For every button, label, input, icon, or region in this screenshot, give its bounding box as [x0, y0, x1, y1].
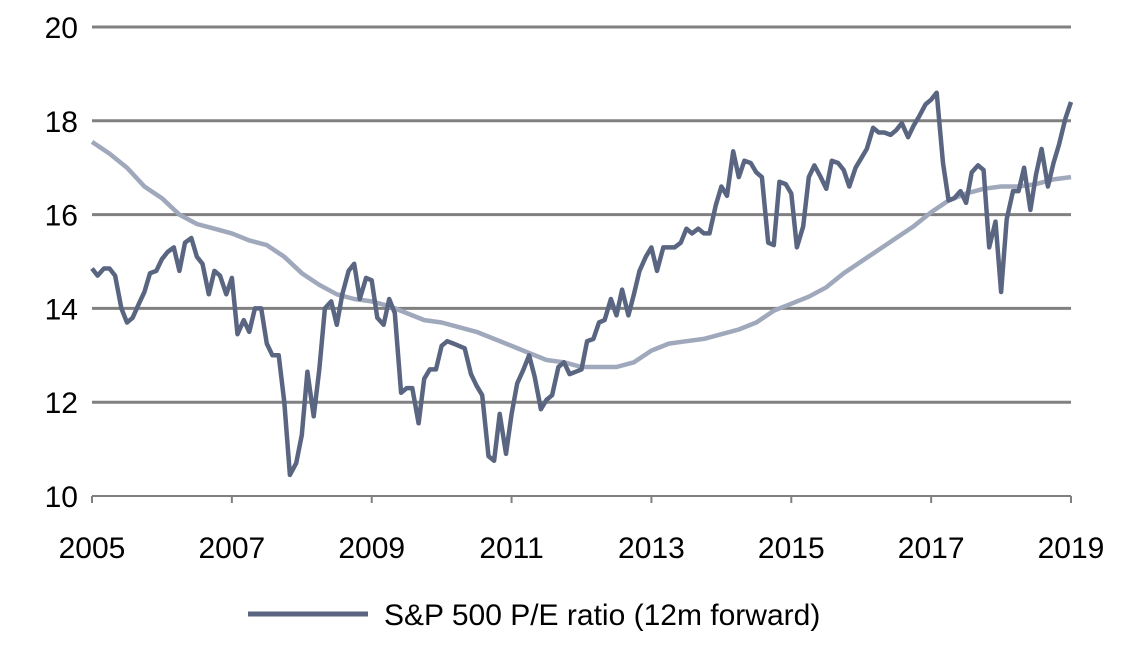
x-axis-tick-labels: 2005 2007 2009 2011 2013 2015 2017 2019 [59, 532, 1105, 565]
y-tick-label-20: 20 [45, 12, 78, 45]
legend-label: S&P 500 P/E ratio (12m forward) [384, 599, 820, 632]
legend: S&P 500 P/E ratio (12m forward) [248, 599, 820, 632]
x-tick-label-2007: 2007 [198, 532, 265, 565]
x-tick-label-2019: 2019 [1038, 532, 1105, 565]
x-tick-label-2005: 2005 [59, 532, 126, 565]
y-tick-label-18: 18 [45, 106, 78, 139]
x-tick-label-2015: 2015 [758, 532, 825, 565]
x-tick-label-2011: 2011 [479, 532, 544, 565]
gridlines [92, 25, 1071, 404]
x-axis-ticks [91, 496, 1072, 503]
x-tick-label-2013: 2013 [618, 532, 685, 565]
y-tick-label-16: 16 [45, 200, 78, 233]
y-tick-label-10: 10 [45, 481, 78, 514]
y-tick-label-14: 14 [45, 293, 78, 326]
x-tick-label-2009: 2009 [338, 532, 405, 565]
y-tick-label-12: 12 [45, 387, 78, 420]
y-axis-tick-labels: 10 12 14 16 18 20 [45, 12, 78, 514]
x-tick-label-2017: 2017 [898, 532, 965, 565]
pe-ratio-series-line [90, 90, 1074, 478]
